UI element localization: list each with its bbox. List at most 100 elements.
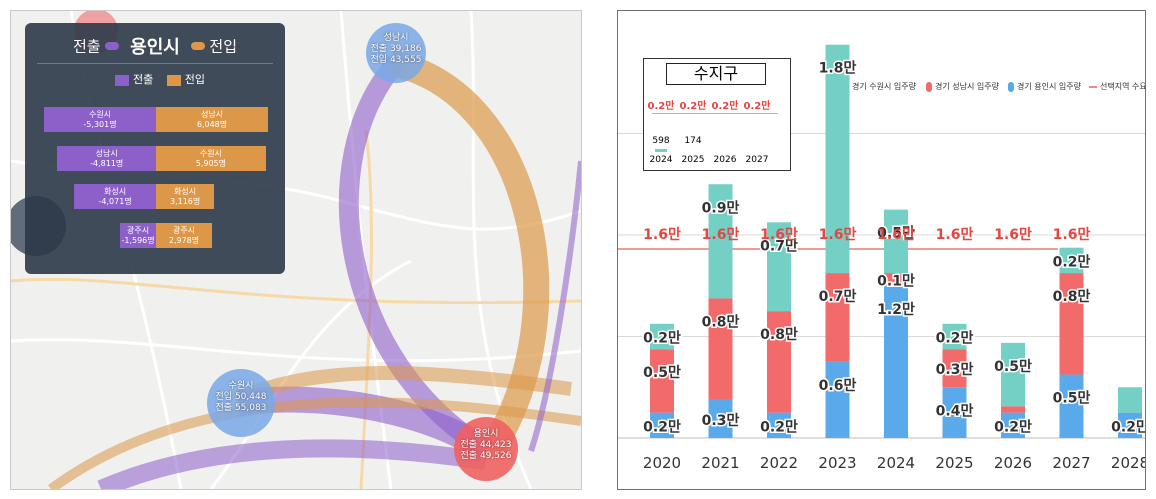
city-label-suwon: 수원시 전입 50,448 전출 55,083 bbox=[209, 381, 273, 414]
bar-segment bbox=[942, 387, 967, 438]
bar-segment bbox=[1001, 406, 1025, 413]
bar-segment bbox=[884, 285, 908, 438]
segment-label: 1.8만 bbox=[819, 61, 857, 77]
x-tick-label: 2027 bbox=[1052, 454, 1090, 472]
legend-yongin: 경기 용인시 입주량 bbox=[1008, 81, 1081, 92]
city-value-1: 전출 44,423 bbox=[460, 440, 512, 450]
inset-year: 2024 bbox=[649, 155, 673, 165]
legend-bar-out: 광주시 -1,596명 bbox=[120, 223, 156, 248]
bar-value: 2,978명 bbox=[168, 235, 200, 245]
bar-segment bbox=[767, 311, 791, 413]
bar-value: -4,071명 bbox=[98, 196, 132, 206]
segment-label: 0.5만 bbox=[643, 365, 681, 381]
demand-label: 1.6만 bbox=[643, 227, 681, 243]
legend-city-name: 용인시 bbox=[130, 37, 180, 58]
segment-label: 0.7만 bbox=[819, 289, 857, 305]
sub-out-label: 전출 bbox=[133, 73, 154, 86]
bar-segment bbox=[708, 399, 733, 438]
x-tick-label: 2024 bbox=[877, 454, 915, 472]
x-tick-label: 2022 bbox=[760, 454, 798, 472]
x-tick-label: 2021 bbox=[701, 454, 739, 472]
inset-bar-2024 bbox=[655, 149, 667, 152]
city-name: 성남시 bbox=[383, 33, 409, 43]
x-tick-label: 2025 bbox=[935, 454, 973, 472]
segment-label: 0.2만 bbox=[1053, 254, 1091, 270]
legend-bar-in: 광주시 2,978명 bbox=[156, 223, 212, 248]
city-value-2: 전출 49,526 bbox=[460, 451, 512, 461]
out-arrow-icon bbox=[105, 42, 120, 50]
bar-segment bbox=[767, 412, 791, 438]
flow-yongin-suwon bbox=[235, 366, 572, 406]
x-tick-label: 2020 bbox=[643, 454, 681, 472]
legend-bar-in: 수원시 5,905명 bbox=[156, 146, 266, 171]
demand-dash-icon bbox=[1089, 85, 1097, 88]
legend-label: 경기 용인시 입주량 bbox=[1017, 82, 1081, 91]
bar-value: 5,905명 bbox=[195, 158, 226, 168]
inset-demand-label: 0.2만 bbox=[679, 101, 707, 112]
bar-segment bbox=[1001, 412, 1025, 438]
yongin-dot-icon bbox=[1008, 81, 1014, 92]
city-value-2: 전출 55,083 bbox=[215, 403, 267, 413]
x-tick-label: 2023 bbox=[818, 454, 856, 472]
bar-segment bbox=[1059, 374, 1084, 438]
segment-label: 0.8만 bbox=[1053, 289, 1091, 305]
seongnam-dot-icon bbox=[926, 81, 932, 92]
segment-label: 0.2만 bbox=[1111, 419, 1145, 435]
legend-divider bbox=[37, 63, 273, 64]
city-label-seongnam: 성남시 전출 39,186 전입 43,555 bbox=[366, 33, 426, 66]
city-bubble-seongnam[interactable] bbox=[366, 23, 426, 83]
segment-label: 0.3만 bbox=[702, 413, 740, 429]
bar-segment bbox=[1059, 273, 1084, 375]
bar-segment bbox=[650, 412, 674, 438]
segment-label: 0.2만 bbox=[643, 331, 681, 347]
bar-segment bbox=[650, 349, 674, 413]
demand-label: 1.6만 bbox=[877, 227, 915, 243]
inset-year: 2027 bbox=[745, 155, 769, 165]
segment-label: 0.5만 bbox=[1053, 391, 1091, 407]
bar-value: -4,811명 bbox=[90, 158, 124, 168]
bar-city: 광주시 bbox=[127, 225, 150, 235]
city-value-1: 전입 50,448 bbox=[215, 392, 267, 402]
in-swatch bbox=[166, 74, 181, 86]
legend-bar-out: 화성시 -4,071명 bbox=[74, 184, 156, 209]
segment-label: 0.9만 bbox=[702, 200, 740, 216]
segment-label: 0.7만 bbox=[760, 238, 798, 254]
legend-header: 전출 용인시 전입 bbox=[25, 33, 285, 59]
segment-label: 0.3만 bbox=[936, 362, 974, 378]
city-name: 용인시 bbox=[473, 429, 499, 439]
legend-in-label: 전입 bbox=[209, 37, 238, 56]
bar-city: 화성시 bbox=[104, 186, 127, 196]
demand-label: 1.6만 bbox=[702, 227, 740, 243]
legend-bar-out: 성남시 -4,811명 bbox=[57, 146, 156, 171]
city-bubble-yongin[interactable] bbox=[454, 417, 518, 481]
bar-segment bbox=[942, 323, 967, 350]
inset-year: 2026 bbox=[713, 155, 737, 165]
in-arrow-icon bbox=[190, 42, 205, 50]
demand-label: 1.6만 bbox=[1053, 227, 1091, 243]
sub-in-label: 전입 bbox=[184, 73, 205, 86]
inset-demand-label: 0.2만 bbox=[647, 101, 675, 112]
demand-label: 1.6만 bbox=[994, 227, 1032, 243]
bar-segment bbox=[767, 222, 791, 312]
inset-demand-line bbox=[652, 113, 778, 114]
bar-segment bbox=[708, 298, 733, 400]
legend-label: 경기 성남시 입주량 bbox=[935, 82, 999, 91]
segment-label: 0.8만 bbox=[760, 327, 798, 343]
segment-label: 0.2만 bbox=[994, 419, 1032, 435]
flow-gwangju bbox=[528, 160, 581, 452]
city-label-yongin: 용인시 전출 44,423 전출 49,526 bbox=[454, 429, 518, 462]
demand-label: 1.6만 bbox=[760, 227, 798, 243]
city-bubble-suwon[interactable] bbox=[207, 369, 275, 437]
suwon-dot-icon bbox=[843, 81, 849, 92]
bar-segment bbox=[884, 209, 908, 274]
flow-hwaseong-out bbox=[97, 439, 488, 489]
inset-demand-label: 0.2만 bbox=[743, 101, 771, 112]
migration-map: 성남시 전출 39,186 전입 43,555 수원시 전입 50,448 전출… bbox=[10, 10, 582, 490]
map-highways bbox=[11, 130, 581, 489]
legend-label: 선택지역 수요량 합계 bbox=[1100, 82, 1146, 91]
bar-city: 광주시 bbox=[172, 225, 196, 235]
segment-label: 0.1만 bbox=[877, 273, 915, 289]
segment-label: 0.8만 bbox=[702, 314, 740, 330]
city-name: 수원시 bbox=[228, 381, 254, 391]
legend-bar-out: 수원시 -5,301명 bbox=[44, 107, 156, 132]
